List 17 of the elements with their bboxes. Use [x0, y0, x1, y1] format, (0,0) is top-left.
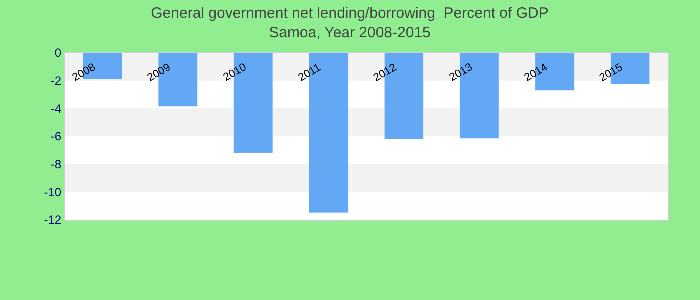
chart-title: General government net lending/borrowing Percent of GDP: [151, 5, 549, 22]
x-tick-label: 2010: [222, 61, 249, 84]
x-tick-label: 2015: [598, 62, 625, 84]
x-tick-label: 2013: [448, 61, 475, 84]
chart-subtitle: Samoa, Year 2008-2015: [269, 24, 431, 42]
y-tick-label: -2: [50, 74, 62, 88]
y-tick-label: -6: [50, 130, 62, 144]
x-tick-label: 2009: [146, 62, 173, 84]
x-tick-label: 2008: [70, 61, 98, 84]
y-tick-label: -4: [50, 102, 62, 116]
y-tick-label: -10: [44, 185, 62, 200]
y-tick-label: -8: [50, 158, 62, 172]
x-tick-label: 2011: [296, 62, 324, 84]
y-tick-label: 0: [54, 46, 62, 60]
y-tick-label: -12: [44, 213, 62, 228]
x-tick-label: 2012: [372, 62, 399, 84]
x-tick-label: 2014: [522, 62, 550, 84]
